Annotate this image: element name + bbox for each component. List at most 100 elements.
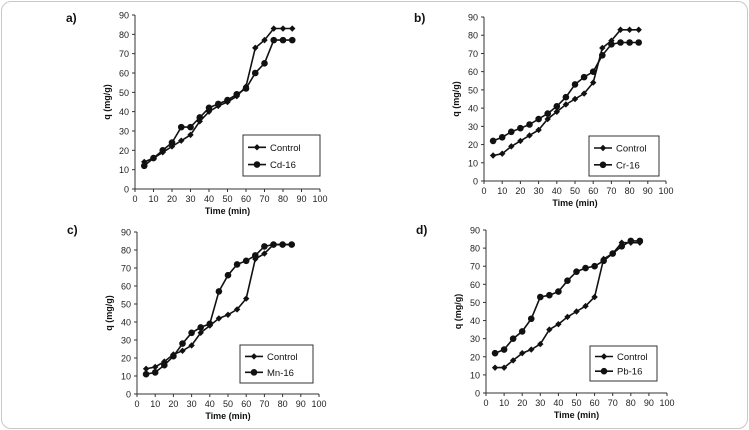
data-point [142, 370, 150, 378]
series-pb-16 [491, 237, 644, 357]
y-tick-label: 90 [119, 11, 129, 21]
data-point [535, 115, 542, 123]
data-point [571, 95, 579, 103]
x-tick-label: 30 [187, 399, 197, 409]
data-point [224, 96, 231, 104]
legend-label: Pb-16 [617, 367, 642, 378]
chart-panel-c: c) 0 10 20 30 40 50 60 70 80 90 100 0 10 20 30 40 50 60 70 8… [67, 223, 327, 421]
y-tick-label: 50 [468, 85, 478, 95]
x-tick-label: 100 [659, 398, 674, 408]
series-line [494, 240, 640, 354]
data-point [582, 302, 589, 310]
chart-panel-b: b) 0 10 20 30 40 50 60 70 80 90 100 0 10 20 30 40 50 60 70 8… [414, 11, 674, 208]
legend-box [242, 134, 321, 177]
y-tick-label: 40 [468, 104, 478, 114]
y-tick-label: 60 [121, 282, 131, 292]
series-cd-16 [140, 36, 296, 170]
data-point [178, 137, 185, 144]
x-tick-label: 20 [517, 398, 527, 408]
y-tick-label: 80 [121, 246, 131, 256]
data-point [224, 311, 232, 318]
y-tick-label: 10 [468, 158, 478, 168]
x-tick-label: 30 [535, 398, 545, 408]
y-tick-label: 20 [119, 146, 129, 156]
data-point [546, 326, 553, 333]
data-point [555, 320, 562, 328]
legend: Control Pb-16 [589, 345, 658, 382]
y-tick-label: 50 [470, 298, 480, 308]
data-point [508, 128, 515, 136]
data-point [289, 25, 296, 32]
data-point [553, 108, 560, 115]
y-axis-title: q (mg/g) [102, 84, 112, 120]
data-point [580, 73, 588, 81]
series-mn-16 [142, 241, 296, 378]
y-tick-label: 90 [468, 13, 478, 23]
data-point [500, 364, 508, 371]
data-point [517, 137, 524, 145]
x-tick-label: 0 [132, 194, 137, 204]
data-point [528, 346, 535, 353]
x-tick-label: 10 [148, 194, 158, 204]
data-point [215, 315, 223, 322]
data-point [197, 324, 204, 331]
x-tick-label: 90 [643, 186, 653, 196]
legend-label: Control [617, 352, 648, 363]
data-point [573, 308, 580, 315]
y-tick-label: 50 [121, 300, 131, 310]
series-control [489, 26, 642, 159]
y-tick-label: 90 [121, 228, 131, 238]
y-tick-label: 30 [121, 336, 131, 346]
legend-label: Control [267, 352, 298, 363]
data-point [168, 139, 176, 146]
y-tick-label: 40 [121, 318, 131, 328]
legend-label: Mn-16 [267, 368, 294, 379]
data-point [288, 36, 296, 44]
data-point [527, 315, 535, 323]
data-point [555, 288, 562, 295]
data-point [526, 132, 533, 139]
legend-marker [250, 353, 258, 360]
data-point [188, 342, 195, 349]
data-point [617, 39, 624, 46]
data-point [151, 369, 159, 376]
data-point [233, 90, 241, 98]
data-point [205, 104, 213, 112]
x-tick-label: 20 [167, 194, 177, 204]
data-point [252, 252, 259, 259]
data-point [499, 150, 506, 157]
data-point [562, 101, 570, 108]
legend-label: Control [616, 144, 647, 155]
panel-label: a) [66, 11, 77, 25]
x-tick-label: 40 [552, 186, 562, 196]
legend-marker [253, 144, 261, 151]
data-point [261, 60, 268, 67]
data-point [627, 237, 635, 245]
x-tick-label: 60 [590, 398, 600, 408]
data-point [196, 118, 203, 125]
data-point [252, 44, 259, 52]
data-point [179, 347, 186, 354]
x-tick-label: 10 [497, 186, 507, 196]
data-point [626, 39, 633, 46]
data-point [177, 123, 185, 131]
x-tick-label: 10 [499, 398, 509, 408]
chart-panel-d: d) 0 10 20 30 40 50 60 70 80 90 100 0 10 20 30 40 50 60 70 8… [416, 223, 675, 420]
y-tick-label: 0 [126, 390, 131, 400]
data-point [589, 68, 597, 75]
legend-box [589, 345, 658, 382]
y-tick-label: 10 [470, 370, 480, 380]
data-point [214, 100, 222, 108]
data-point [617, 26, 624, 33]
data-point [553, 102, 561, 110]
y-tick-label: 40 [119, 107, 129, 117]
data-point [526, 121, 533, 128]
data-point [243, 295, 250, 302]
legend-label: Cr-16 [616, 160, 640, 171]
y-tick-label: 50 [119, 88, 129, 98]
data-point [206, 320, 214, 328]
x-tick-label: 80 [278, 399, 288, 409]
data-point [590, 79, 597, 86]
